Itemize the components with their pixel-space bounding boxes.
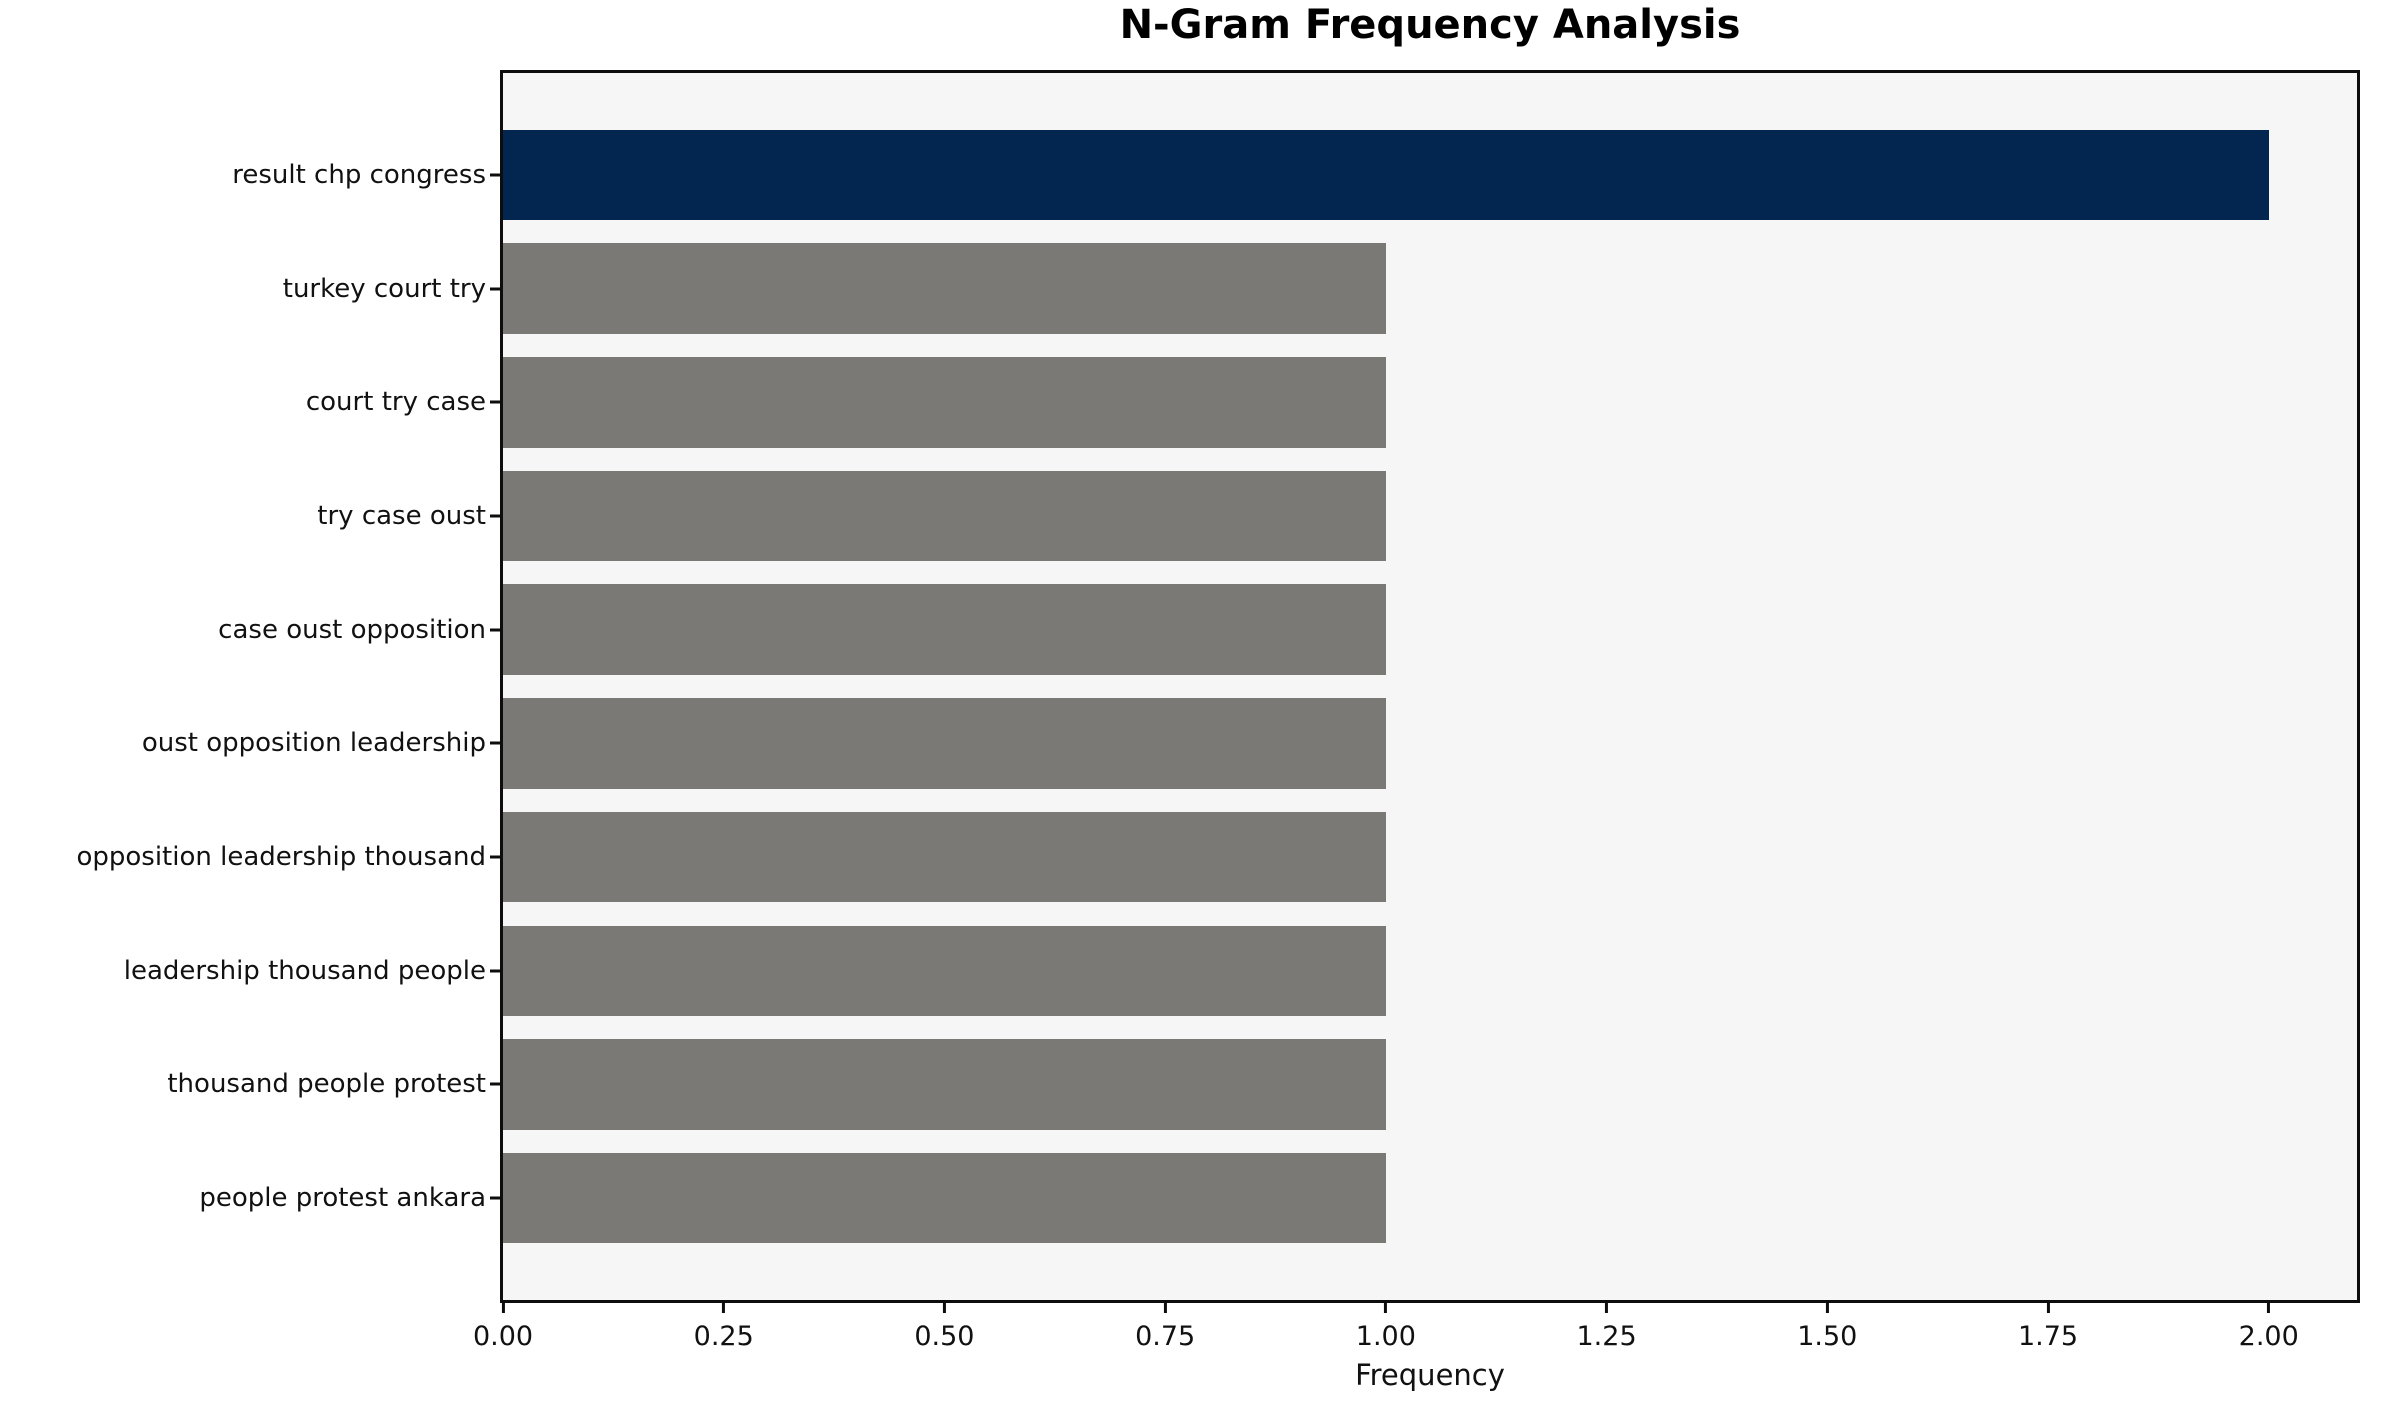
y-tick-label: try case oust <box>317 500 486 531</box>
bar-row: thousand people protest <box>167 1028 2357 1142</box>
y-tick-label: thousand people protest <box>167 1069 486 1100</box>
x-tick-label: 1.50 <box>1797 1321 1858 1352</box>
x-tick-label: 0.75 <box>1135 1321 1196 1352</box>
x-tick: 0.50 <box>914 1303 974 1352</box>
bar-row: leadership thousand people <box>124 914 2357 1028</box>
bar <box>503 357 1386 448</box>
bar-row: oust opposition leadership <box>142 687 2357 801</box>
x-tick: 1.25 <box>1577 1303 1637 1352</box>
bar <box>503 1039 1386 1130</box>
x-tick-label: 0.25 <box>693 1321 754 1352</box>
y-tick-mark <box>490 969 500 973</box>
bar-row: case oust opposition <box>218 573 2357 687</box>
x-tick-mark <box>501 1303 505 1313</box>
x-tick: 2.00 <box>2239 1303 2299 1352</box>
x-tick-mark <box>1163 1303 1167 1313</box>
x-tick-mark <box>1384 1303 1388 1313</box>
x-tick: 1.50 <box>1797 1303 1857 1352</box>
x-tick: 1.75 <box>2018 1303 2078 1352</box>
y-tick-label: oust opposition leadership <box>141 728 486 759</box>
bar-row: result chp congress <box>232 118 2357 232</box>
bars-area: result chp congress turkey court try court… <box>76 73 2357 1300</box>
x-tick-label: 0.50 <box>914 1321 975 1352</box>
y-tick-mark <box>490 1196 500 1200</box>
x-tick-mark <box>942 1303 946 1313</box>
bar <box>503 811 1386 903</box>
y-tick-label: opposition leadership thousand <box>76 842 486 873</box>
y-tick-label: turkey court try <box>282 273 486 304</box>
bar-row: opposition leadership thousand <box>76 800 2357 914</box>
y-tick-mark <box>490 741 500 745</box>
x-tick-mark <box>1825 1303 1829 1313</box>
bar-row: try case oust <box>317 459 2357 573</box>
bar <box>503 243 1386 334</box>
bar <box>503 129 2269 221</box>
x-tick: 1.00 <box>1356 1303 1416 1352</box>
bar-row: people protest ankara <box>199 1141 2357 1255</box>
x-tick: 0.25 <box>694 1303 754 1352</box>
x-tick-label: 1.25 <box>1576 1321 1637 1352</box>
bar <box>503 925 1386 1017</box>
x-axis-label: Frequency <box>1355 1358 1505 1392</box>
x-tick: 0.00 <box>473 1303 533 1352</box>
bar <box>503 1152 1386 1244</box>
y-tick-mark <box>490 855 500 859</box>
bar-row: turkey court try <box>283 232 2357 346</box>
bar <box>503 470 1386 562</box>
y-tick-mark <box>490 287 500 291</box>
x-tick-mark <box>1605 1303 1609 1313</box>
y-tick-label: leadership thousand people <box>123 955 486 986</box>
x-tick-mark <box>722 1303 726 1313</box>
y-tick-mark <box>490 400 500 404</box>
x-tick-label: 0.00 <box>472 1321 534 1352</box>
y-tick-mark <box>490 514 500 518</box>
x-tick-label: 2.00 <box>2238 1321 2299 1352</box>
y-tick-label: case oust opposition <box>218 614 486 645</box>
y-tick-mark <box>490 628 500 632</box>
x-tick-mark <box>2046 1303 2050 1313</box>
y-tick-mark <box>490 1082 500 1086</box>
bar <box>503 584 1386 675</box>
y-tick-label: court try case <box>305 387 486 418</box>
bar-row: court try case <box>306 345 2357 459</box>
y-tick-label: result chp congress <box>232 159 486 190</box>
plot-area: result chp congress turkey court try court… <box>76 70 2360 1303</box>
x-tick: 0.75 <box>1135 1303 1195 1352</box>
y-tick-mark <box>490 173 500 177</box>
x-tick-mark <box>2267 1303 2271 1313</box>
y-tick-label: people protest ankara <box>199 1183 486 1214</box>
chart-title: N-Gram Frequency Analysis <box>1119 2 1741 48</box>
x-tick-label: 1.00 <box>1355 1321 1416 1352</box>
bar <box>503 698 1386 789</box>
x-tick-label: 1.75 <box>2017 1321 2079 1352</box>
